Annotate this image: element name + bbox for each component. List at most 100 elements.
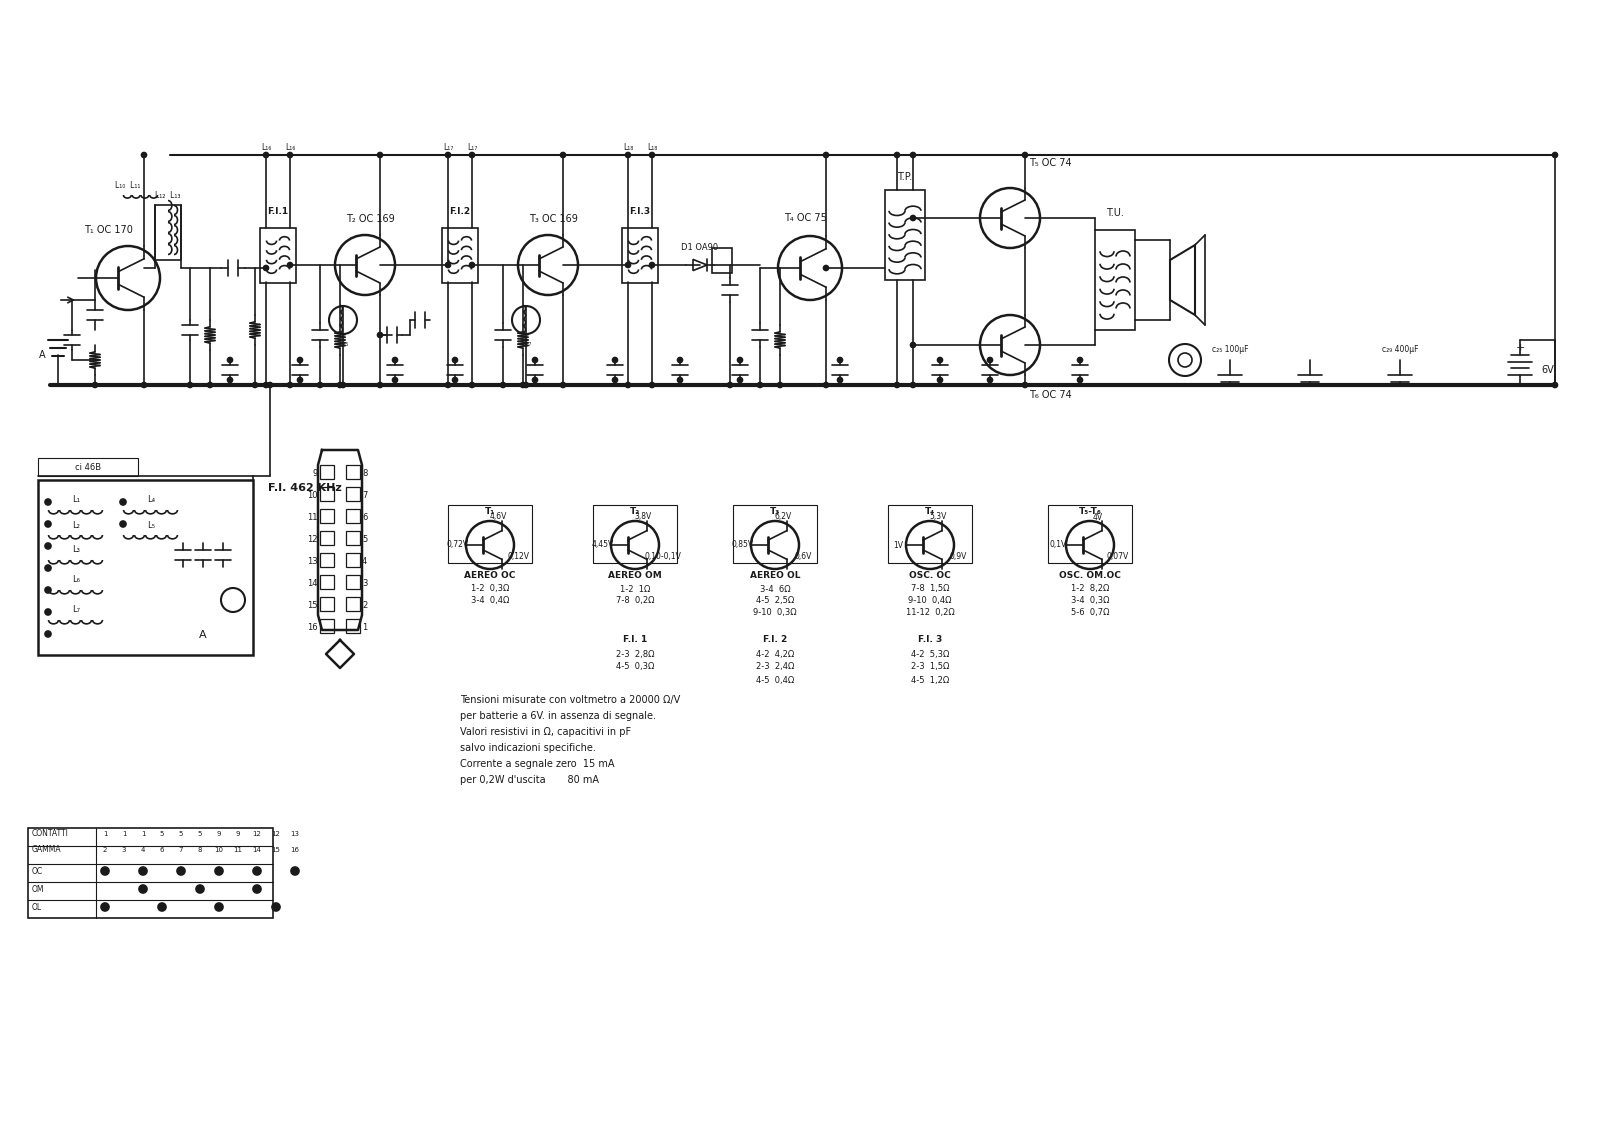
Circle shape xyxy=(445,382,451,388)
Text: T₃ OC 169: T₃ OC 169 xyxy=(528,214,578,224)
Text: T₁: T₁ xyxy=(485,507,494,516)
Text: 5: 5 xyxy=(198,831,202,837)
Circle shape xyxy=(208,382,213,388)
Text: F.I. 2: F.I. 2 xyxy=(763,636,787,645)
Text: 6: 6 xyxy=(362,512,368,521)
Text: OSC. OC: OSC. OC xyxy=(909,570,950,579)
Text: c₂₉ 400μF: c₂₉ 400μF xyxy=(1382,345,1418,354)
Circle shape xyxy=(227,378,232,382)
Text: 11: 11 xyxy=(234,847,243,853)
Bar xyxy=(320,487,334,501)
Text: 9-10  0,3Ω: 9-10 0,3Ω xyxy=(754,608,797,618)
Circle shape xyxy=(824,153,829,157)
Circle shape xyxy=(227,357,232,363)
Circle shape xyxy=(650,382,654,388)
Circle shape xyxy=(253,382,258,388)
Bar xyxy=(38,458,138,476)
Circle shape xyxy=(101,867,109,875)
Bar xyxy=(733,506,818,563)
Text: 1: 1 xyxy=(362,622,368,631)
Circle shape xyxy=(560,153,565,157)
Bar xyxy=(320,509,334,523)
Text: 3: 3 xyxy=(122,847,126,853)
Circle shape xyxy=(533,357,538,363)
Circle shape xyxy=(392,378,397,382)
Circle shape xyxy=(626,382,630,388)
Circle shape xyxy=(253,884,261,893)
Text: 2: 2 xyxy=(102,847,107,853)
Bar xyxy=(1094,230,1134,330)
Text: T₅ OC 74: T₅ OC 74 xyxy=(1029,158,1072,169)
Circle shape xyxy=(613,378,618,382)
Circle shape xyxy=(291,867,299,875)
Circle shape xyxy=(120,521,126,527)
Text: Valori resistivi in Ω, capacitivi in pF: Valori resistivi in Ω, capacitivi in pF xyxy=(461,727,630,737)
Circle shape xyxy=(120,499,126,506)
Circle shape xyxy=(288,153,293,157)
Circle shape xyxy=(894,382,899,388)
Text: 4V: 4V xyxy=(1093,512,1102,521)
Text: GAMMA: GAMMA xyxy=(32,846,62,855)
Circle shape xyxy=(910,343,915,347)
Circle shape xyxy=(378,333,382,337)
Text: 6: 6 xyxy=(160,847,165,853)
Text: D1 OA90: D1 OA90 xyxy=(682,242,718,251)
Text: T₂: T₂ xyxy=(630,507,640,516)
Text: AEREO OM: AEREO OM xyxy=(608,570,662,579)
Circle shape xyxy=(650,262,654,268)
Text: 12: 12 xyxy=(307,535,318,544)
Circle shape xyxy=(45,631,51,637)
Text: OM: OM xyxy=(32,884,45,893)
Text: T₄: T₄ xyxy=(925,507,934,516)
Text: T₆ OC 74: T₆ OC 74 xyxy=(1029,390,1072,400)
Text: L₁₂  L₁₃: L₁₂ L₁₃ xyxy=(155,190,181,199)
Text: 15: 15 xyxy=(272,847,280,853)
Text: 4-5  0,4Ω: 4-5 0,4Ω xyxy=(755,675,794,684)
Text: 16: 16 xyxy=(307,622,318,631)
Text: 1: 1 xyxy=(102,831,107,837)
Circle shape xyxy=(987,357,992,363)
Text: 0,07V: 0,07V xyxy=(1107,553,1130,561)
Circle shape xyxy=(626,262,630,268)
Text: ci 46B: ci 46B xyxy=(75,463,101,472)
Circle shape xyxy=(650,153,654,157)
Text: 11: 11 xyxy=(307,512,318,521)
Bar xyxy=(448,506,531,563)
Circle shape xyxy=(317,382,323,388)
Bar xyxy=(320,530,334,545)
Text: 7: 7 xyxy=(362,491,368,500)
Text: 10: 10 xyxy=(307,491,318,500)
Text: 2: 2 xyxy=(362,601,368,610)
Circle shape xyxy=(288,382,293,388)
Bar xyxy=(346,553,360,567)
Text: L₁₇: L₁₇ xyxy=(443,143,453,152)
Bar xyxy=(320,553,334,567)
Circle shape xyxy=(1022,153,1027,157)
Text: 8: 8 xyxy=(362,468,368,477)
Text: 0,9V: 0,9V xyxy=(949,553,966,561)
Circle shape xyxy=(626,153,630,157)
Text: AEREO OL: AEREO OL xyxy=(750,570,800,579)
Text: 4-5  0,3Ω: 4-5 0,3Ω xyxy=(616,663,654,672)
Circle shape xyxy=(560,382,565,388)
Circle shape xyxy=(778,382,782,388)
Bar xyxy=(346,530,360,545)
Text: L₁₆: L₁₆ xyxy=(285,143,294,152)
Text: 7: 7 xyxy=(179,847,184,853)
Text: 0,12V: 0,12V xyxy=(507,553,530,561)
Circle shape xyxy=(523,382,528,388)
Bar xyxy=(594,506,677,563)
Text: 4-2  4,2Ω: 4-2 4,2Ω xyxy=(755,649,794,658)
Text: L₇: L₇ xyxy=(72,605,80,614)
Bar xyxy=(346,465,360,480)
Circle shape xyxy=(824,382,829,388)
Text: CONTATTI: CONTATTI xyxy=(32,829,69,838)
Text: 9: 9 xyxy=(312,468,318,477)
Circle shape xyxy=(938,378,942,382)
Circle shape xyxy=(272,903,280,910)
Text: 3-4  0,3Ω: 3-4 0,3Ω xyxy=(1070,596,1109,605)
Circle shape xyxy=(288,262,293,268)
Circle shape xyxy=(1552,153,1557,157)
Text: 13: 13 xyxy=(307,556,318,566)
Text: 5: 5 xyxy=(362,535,368,544)
